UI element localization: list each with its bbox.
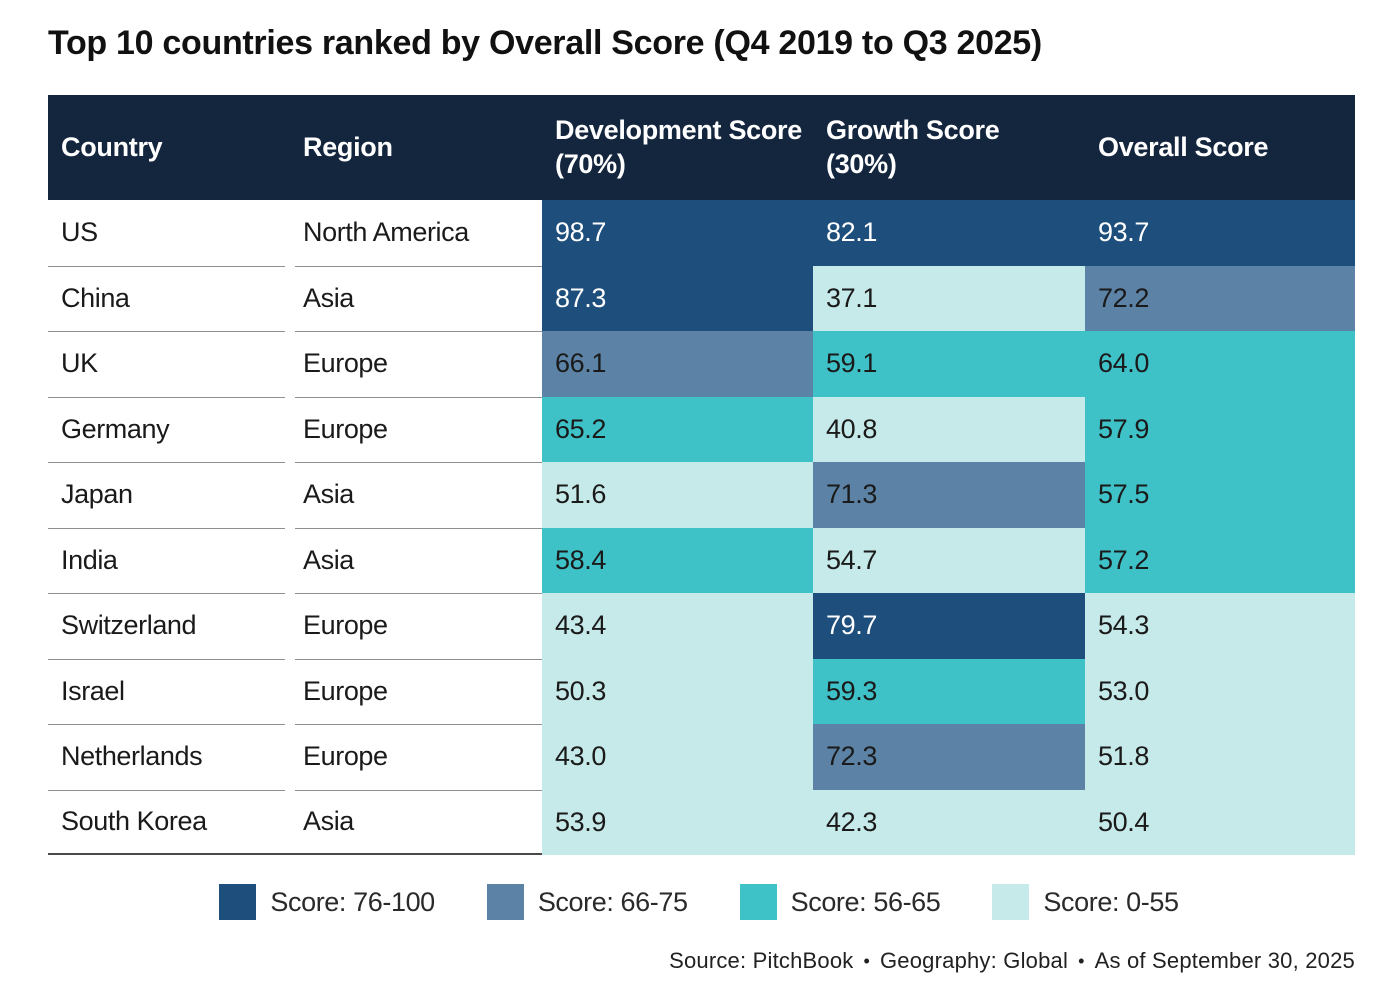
region-cell: Europe xyxy=(290,724,542,790)
legend-swatch-icon xyxy=(219,884,257,920)
growth-score-cell: 42.3 xyxy=(813,789,1085,855)
legend-item: Score: 66-75 xyxy=(486,884,688,920)
score-legend: Score: 76-100 Score: 66-75 Score: 56-65 Sco… xyxy=(0,884,1398,920)
development-score-cell: 65.2 xyxy=(542,396,813,462)
overall-score-cell: 51.8 xyxy=(1085,724,1355,790)
region-cell: Asia xyxy=(290,789,542,855)
overall-score-cell: 50.4 xyxy=(1085,789,1355,855)
country-cell: UK xyxy=(48,331,290,397)
column-header-development-score: Development Score (70%) xyxy=(542,95,813,200)
legend-swatch-icon xyxy=(739,884,777,920)
development-score-cell: 51.6 xyxy=(542,462,813,528)
legend-item: Score: 56-65 xyxy=(739,884,941,920)
development-score-cell: 43.0 xyxy=(542,724,813,790)
growth-score-cell: 71.3 xyxy=(813,462,1085,528)
legend-swatch-icon xyxy=(992,884,1030,920)
development-score-cell: 98.7 xyxy=(542,200,813,266)
country-cell: Switzerland xyxy=(48,593,290,659)
legend-label: Score: 66-75 xyxy=(537,886,688,917)
source-footer: Source: PitchBook • Geography: Global • As o… xyxy=(669,948,1355,974)
legend-item: Score: 0-55 xyxy=(992,884,1179,920)
column-header-overall-score: Overall Score xyxy=(1085,95,1355,200)
region-cell: Asia xyxy=(290,527,542,593)
development-score-cell: 53.9 xyxy=(542,789,813,855)
growth-score-cell: 37.1 xyxy=(813,265,1085,331)
overall-score-cell: 53.0 xyxy=(1085,658,1355,724)
region-cell: Asia xyxy=(290,265,542,331)
country-cell: China xyxy=(48,265,290,331)
footer-segment: Geography: Global xyxy=(879,948,1069,973)
bullet-separator: • xyxy=(1078,951,1085,971)
footer-segment: As of September 30, 2025 xyxy=(1094,948,1355,973)
region-cell: Europe xyxy=(290,396,542,462)
growth-score-cell: 59.3 xyxy=(813,658,1085,724)
development-score-cell: 50.3 xyxy=(542,658,813,724)
legend-swatch-icon xyxy=(486,884,524,920)
legend-label: Score: 56-65 xyxy=(790,886,941,917)
legend-item: Score: 76-100 xyxy=(219,884,435,920)
development-score-cell: 58.4 xyxy=(542,527,813,593)
development-score-cell: 66.1 xyxy=(542,331,813,397)
overall-score-cell: 54.3 xyxy=(1085,593,1355,659)
footer-segment: Source: PitchBook xyxy=(669,948,854,973)
bullet-separator: • xyxy=(863,951,870,971)
overall-score-cell: 57.2 xyxy=(1085,527,1355,593)
overall-score-cell: 72.2 xyxy=(1085,265,1355,331)
country-cell: US xyxy=(48,200,290,266)
overall-score-cell: 57.9 xyxy=(1085,396,1355,462)
growth-score-cell: 72.3 xyxy=(813,724,1085,790)
country-cell: Netherlands xyxy=(48,724,290,790)
region-cell: Asia xyxy=(290,462,542,528)
country-score-table: Country Region Development Score (70%) G… xyxy=(48,95,1355,855)
page-title: Top 10 countries ranked by Overall Score… xyxy=(48,24,1042,62)
column-header-country: Country xyxy=(48,95,290,200)
region-cell: North America xyxy=(290,200,542,266)
development-score-cell: 87.3 xyxy=(542,265,813,331)
legend-label: Score: 76-100 xyxy=(270,886,435,917)
region-cell: Europe xyxy=(290,593,542,659)
column-header-region: Region xyxy=(290,95,542,200)
country-cell: Germany xyxy=(48,396,290,462)
country-cell: Japan xyxy=(48,462,290,528)
column-header-growth-score: Growth Score (30%) xyxy=(813,95,1085,200)
country-cell: India xyxy=(48,527,290,593)
growth-score-cell: 54.7 xyxy=(813,527,1085,593)
country-cell: South Korea xyxy=(48,789,290,855)
overall-score-cell: 93.7 xyxy=(1085,200,1355,266)
region-cell: Europe xyxy=(290,658,542,724)
region-cell: Europe xyxy=(290,331,542,397)
growth-score-cell: 82.1 xyxy=(813,200,1085,266)
country-cell: Israel xyxy=(48,658,290,724)
growth-score-cell: 79.7 xyxy=(813,593,1085,659)
legend-label: Score: 0-55 xyxy=(1043,886,1179,917)
development-score-cell: 43.4 xyxy=(542,593,813,659)
overall-score-cell: 64.0 xyxy=(1085,331,1355,397)
overall-score-cell: 57.5 xyxy=(1085,462,1355,528)
growth-score-cell: 40.8 xyxy=(813,396,1085,462)
growth-score-cell: 59.1 xyxy=(813,331,1085,397)
